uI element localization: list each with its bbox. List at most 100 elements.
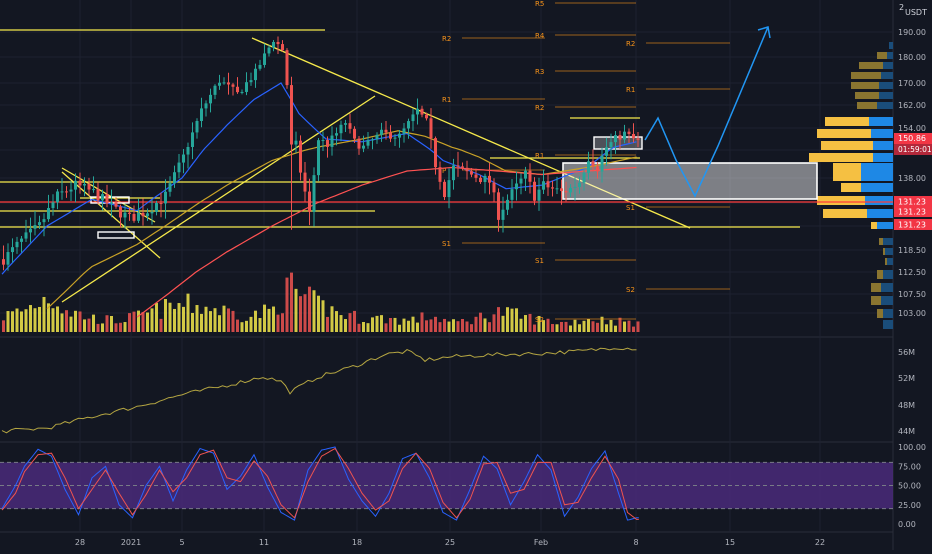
candle-body <box>249 80 253 83</box>
candle-body <box>542 181 545 190</box>
countdown: 01:59:01 <box>898 145 932 154</box>
candle-body <box>308 191 311 212</box>
moving-average-line <box>136 166 637 318</box>
candle-body <box>546 181 550 188</box>
volume-bar <box>587 319 590 332</box>
volume-bar <box>533 324 536 332</box>
pivot-label: R1 <box>626 86 635 94</box>
obv-tick-label: 56M <box>898 348 915 357</box>
drawings[interactable] <box>0 29 893 303</box>
candle-body <box>582 172 586 183</box>
candle-body <box>393 137 397 139</box>
candle-body <box>105 194 109 204</box>
candle-body <box>636 138 640 140</box>
candle-body <box>587 161 590 173</box>
projection-arrow[interactable] <box>644 26 771 198</box>
candle-body <box>6 252 10 265</box>
candle-body <box>353 128 356 139</box>
volume-bar <box>254 310 257 332</box>
volume-bars <box>2 272 640 332</box>
candle-body <box>357 138 361 149</box>
candle-body <box>110 202 113 204</box>
candle-body <box>519 178 523 184</box>
candle-body <box>101 194 104 201</box>
candle-body <box>290 85 293 145</box>
pivot-levels: R5 R4 R2 R3 R2 R1 R1 R2 P R1 S1 S1 S1 S2 S2 <box>442 0 730 324</box>
stoch-tick-label: 0.00 <box>898 520 916 529</box>
arrow-head <box>757 26 771 39</box>
candles[interactable] <box>2 36 640 271</box>
vp-row-down <box>871 296 881 305</box>
candle-body <box>186 146 190 155</box>
candle-body <box>15 241 19 248</box>
pivot-label: R3 <box>535 68 544 76</box>
candle-body <box>299 140 302 173</box>
volume-bar <box>128 313 131 332</box>
volume-bar <box>33 308 37 332</box>
vp-row-up <box>881 283 893 292</box>
candle-body <box>434 138 437 168</box>
candle-body <box>132 213 136 221</box>
volume-bar <box>195 305 199 332</box>
time-tick-label: 2021 <box>121 538 141 547</box>
level-price-tag <box>894 196 932 207</box>
vp-row-up <box>887 52 893 59</box>
candle-body <box>321 140 325 142</box>
box-annotation <box>593 136 643 150</box>
volume-bar <box>528 313 532 332</box>
projection-path <box>644 26 769 198</box>
candle-body <box>623 131 626 140</box>
vp-row-up <box>871 129 893 138</box>
volume-bar <box>434 316 437 332</box>
candle-body <box>11 247 14 253</box>
volume-bar <box>150 308 154 332</box>
vp-row-down <box>855 92 879 99</box>
candle-body <box>258 64 262 69</box>
volume-bar <box>182 306 185 332</box>
candle-body <box>497 192 500 220</box>
vp-row-down <box>817 196 865 205</box>
volume-bar <box>348 313 352 332</box>
volume-bar <box>186 293 190 332</box>
time-tick-label: 18 <box>352 538 362 547</box>
price-axis[interactable]: USDT2190.00180.00170.00162.00154.00146.0… <box>894 0 932 550</box>
candle-body <box>213 85 217 95</box>
vp-row-up <box>883 62 893 69</box>
candle-body <box>141 212 145 217</box>
volume-bar <box>465 321 469 332</box>
pivot-label: S2 <box>535 316 544 324</box>
time-tick-label: 22 <box>815 538 825 547</box>
candle-body <box>560 188 563 192</box>
volume-bar <box>258 318 262 332</box>
stoch-tick-label: 75.00 <box>898 462 921 471</box>
candle-body <box>326 140 329 147</box>
volume-bar <box>542 320 545 332</box>
volume-bar <box>425 320 428 332</box>
volume-bar <box>83 319 86 332</box>
vp-row-up <box>889 42 893 49</box>
time-tick-label: 11 <box>259 538 269 547</box>
volume-bar <box>204 306 208 332</box>
volume-bar <box>461 318 464 332</box>
pivot-label: R1 <box>535 152 544 160</box>
candle-body <box>236 86 239 93</box>
candle-body <box>627 131 631 134</box>
volume-bar <box>335 311 338 332</box>
candle-body <box>119 206 122 218</box>
time-axis[interactable]: 28 2021 5 11 18 25 Feb 8 15 22 <box>75 538 825 547</box>
volume-bar <box>515 308 518 332</box>
volume-bar <box>573 319 577 332</box>
candle-body <box>569 187 572 193</box>
vp-row-down <box>877 270 883 279</box>
volume-bar <box>614 325 617 332</box>
price-tick-label: 107.50 <box>898 290 926 299</box>
vp-row-up <box>885 248 893 255</box>
current-price-tag <box>894 133 932 144</box>
candle-body <box>56 191 59 203</box>
candle-body <box>137 212 140 221</box>
candle-body <box>195 120 199 133</box>
volume-bar <box>321 300 325 332</box>
candle-body <box>470 171 473 175</box>
